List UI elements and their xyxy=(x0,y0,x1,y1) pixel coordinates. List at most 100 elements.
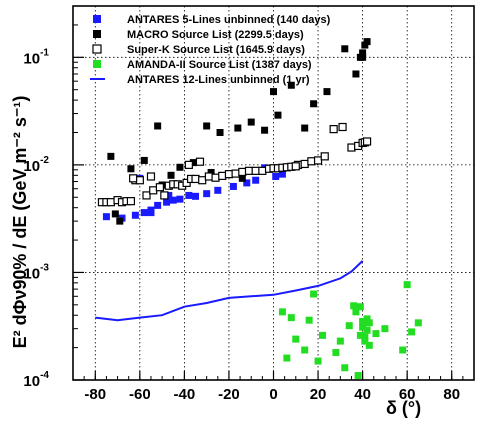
data-point xyxy=(341,45,349,53)
data-point xyxy=(252,176,260,184)
data-point xyxy=(329,125,338,134)
legend-item: Super-K Source List (1645.9 days) xyxy=(92,44,305,56)
series-layer xyxy=(95,38,422,380)
data-point xyxy=(184,160,193,169)
data-point xyxy=(203,122,211,130)
data-point xyxy=(313,156,323,165)
data-point xyxy=(359,49,367,57)
data-point xyxy=(189,159,197,167)
data-point xyxy=(272,172,280,180)
legend: ANTARES 5-Lines unbinned (140 days) MACRO… xyxy=(90,14,331,86)
data-point xyxy=(167,171,175,179)
data-point xyxy=(305,316,313,324)
data-point xyxy=(106,198,115,207)
data-point xyxy=(163,198,171,206)
data-point xyxy=(362,137,372,146)
data-point xyxy=(192,192,200,200)
data-point xyxy=(176,163,184,171)
data-point xyxy=(154,122,162,130)
data-point xyxy=(251,166,260,175)
x-tick-label: 80 xyxy=(443,386,460,403)
data-point xyxy=(116,217,124,225)
data-point xyxy=(352,308,360,316)
data-point xyxy=(216,129,224,137)
data-point xyxy=(214,186,222,194)
data-point xyxy=(238,167,247,177)
data-point xyxy=(345,322,353,330)
data-point xyxy=(278,170,286,178)
data-point xyxy=(291,162,300,171)
data-point xyxy=(238,174,246,182)
data-point xyxy=(361,337,369,345)
data-point xyxy=(247,118,255,126)
data-point xyxy=(287,81,295,89)
data-point xyxy=(310,290,318,298)
data-point xyxy=(332,349,340,357)
data-point xyxy=(336,337,344,345)
data-point xyxy=(111,210,119,218)
data-point xyxy=(160,191,169,200)
data-point xyxy=(127,165,135,173)
data-point xyxy=(359,323,367,331)
data-point xyxy=(169,196,177,204)
legend-label: AMANDA-II Source List (1387 days) xyxy=(127,59,312,71)
legend-label: Super-K Source List (1645.9 days) xyxy=(127,44,305,56)
data-point xyxy=(323,88,331,96)
y-axis-title: E² dΦν90% / dE (GeV m⁻² s⁻¹) xyxy=(10,96,30,349)
data-point xyxy=(350,302,358,310)
data-point xyxy=(234,124,242,132)
data-point xyxy=(341,364,349,372)
data-point xyxy=(310,100,318,108)
y-tick-label: 10-1 xyxy=(23,47,49,67)
data-point xyxy=(274,111,282,119)
data-point xyxy=(258,166,267,175)
data-point xyxy=(191,174,200,184)
data-point xyxy=(319,331,327,339)
data-point xyxy=(372,330,380,338)
x-tick-label: 20 xyxy=(310,386,327,403)
data-point xyxy=(185,191,193,199)
data-point xyxy=(261,126,269,134)
series-line xyxy=(95,260,364,322)
y-tick-label: 10-4 xyxy=(23,370,49,390)
data-point xyxy=(359,317,367,325)
data-point xyxy=(142,191,151,200)
x-tick-label: -40 xyxy=(174,386,196,403)
legend-item: ANTARES 12-Lines unbinned (1 yr) xyxy=(90,74,310,86)
data-point xyxy=(131,211,139,219)
data-point xyxy=(155,183,164,192)
data-point xyxy=(301,346,309,354)
data-point xyxy=(403,281,411,289)
data-point xyxy=(354,372,362,380)
data-point xyxy=(149,186,158,195)
data-point xyxy=(314,357,322,365)
legend-item: ANTARES 5-Lines unbinned (140 days) xyxy=(93,14,331,26)
data-point xyxy=(204,172,213,181)
data-point xyxy=(365,341,373,349)
data-point xyxy=(278,308,286,316)
data-point xyxy=(165,191,173,199)
x-tick-label: 0 xyxy=(269,386,277,403)
x-axis-title: δ (°) xyxy=(386,398,421,418)
data-point xyxy=(129,174,138,183)
legend-item: MACRO Source List (2299.5 days) xyxy=(93,29,304,41)
data-point xyxy=(292,335,300,343)
legend-label: ANTARES 5-Lines unbinned (140 days) xyxy=(127,14,331,26)
data-point xyxy=(231,169,240,178)
legend-label: MACRO Source List (2299.5 days) xyxy=(127,29,304,41)
data-point xyxy=(381,325,389,333)
data-point xyxy=(211,173,220,182)
data-point xyxy=(356,331,364,339)
data-point xyxy=(408,328,416,336)
series-group xyxy=(95,260,364,322)
data-point xyxy=(301,124,309,132)
data-point xyxy=(283,354,291,362)
data-point xyxy=(140,209,148,217)
data-point xyxy=(363,38,371,46)
data-point xyxy=(154,201,162,209)
x-tick-label: -60 xyxy=(129,386,151,403)
data-point xyxy=(307,157,316,166)
data-point xyxy=(287,314,295,322)
legend-swatch xyxy=(93,15,101,23)
